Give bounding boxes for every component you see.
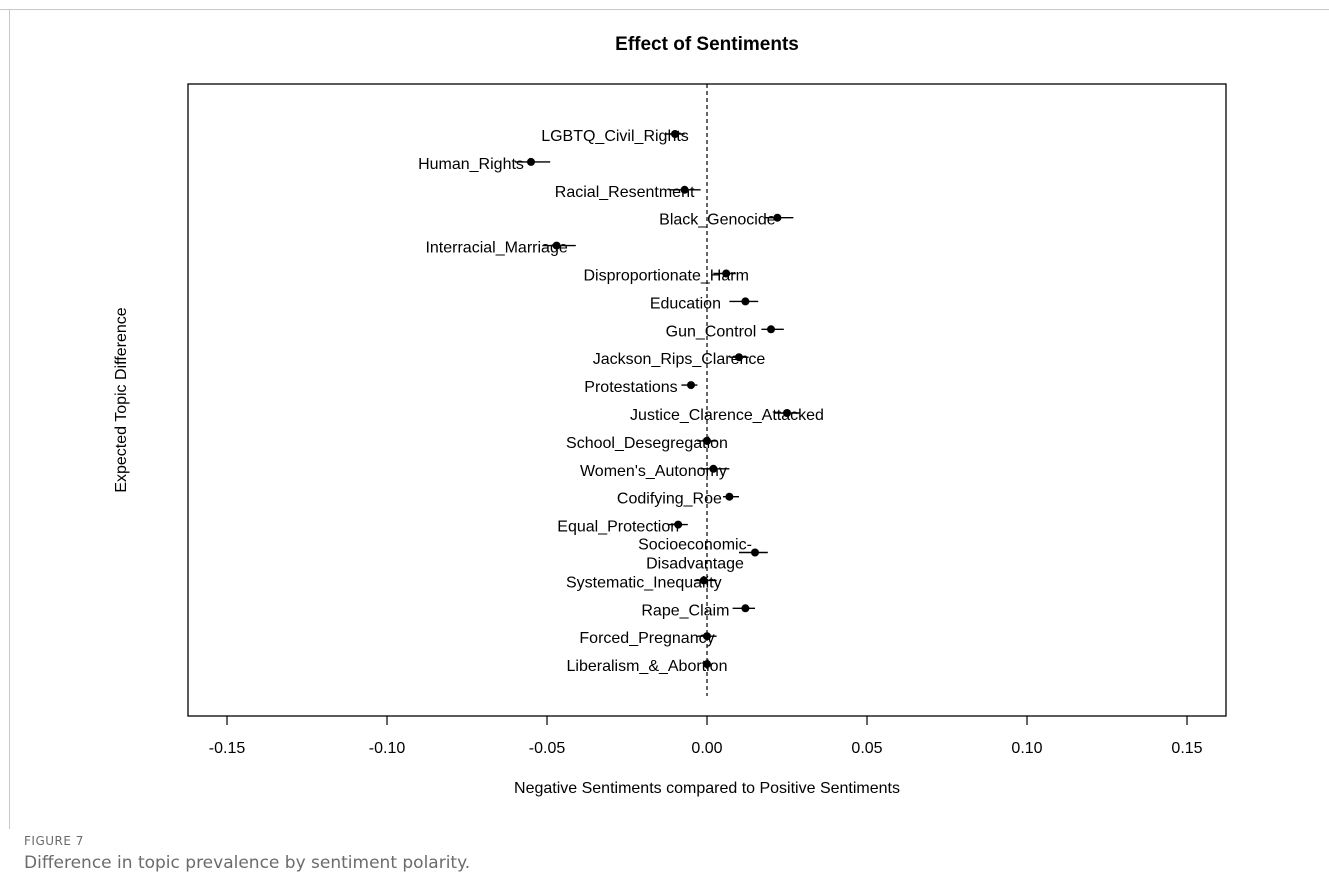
topic-label: Disproportionate_Harm xyxy=(583,268,748,285)
point-estimate xyxy=(680,185,689,194)
topic-label: Rape_Claim xyxy=(641,602,729,619)
point-estimate xyxy=(735,353,743,362)
topic-label: Codifying_Roe xyxy=(617,491,722,508)
y-axis-label: Expected Topic Difference xyxy=(113,307,130,492)
topic-label: Protestations xyxy=(584,379,677,396)
topic-label: Socioeconomic- Disadvantage xyxy=(638,537,752,573)
topic-point-group: Racial_Resentment xyxy=(555,184,701,201)
point-estimate xyxy=(773,213,782,222)
topic-label-line: Disadvantage xyxy=(646,556,744,573)
figure-caption: Difference in topic prevalence by sentim… xyxy=(24,853,471,873)
figure-label: FIGURE 7 xyxy=(24,834,84,848)
topic-point-group: Protestations xyxy=(584,379,698,396)
point-estimate xyxy=(552,241,561,250)
topic-label: Education xyxy=(650,295,721,312)
point-estimate xyxy=(709,464,718,473)
topic-label-line: Socioeconomic- xyxy=(638,537,752,554)
point-estimate xyxy=(703,660,711,669)
topic-point-group: Human_Rights xyxy=(418,156,551,173)
point-estimate xyxy=(699,576,708,585)
x-tick-label: -0.10 xyxy=(369,740,406,757)
topic-point-group: Interracial_Marriage xyxy=(425,240,576,257)
topic-label: Equal_Protection xyxy=(557,519,679,536)
point-estimate xyxy=(751,548,759,557)
x-tick-label: -0.05 xyxy=(529,740,566,757)
topic-label: Women's_Autonomy xyxy=(580,463,727,480)
topic-point-group: Justice_Clarence_Attacked xyxy=(630,407,824,424)
topic-point-group: Equal_Protection xyxy=(557,519,688,536)
topic-label: Racial_Resentment xyxy=(555,184,695,201)
point-estimate xyxy=(741,297,750,306)
topic-label: School_Desegregation xyxy=(566,435,728,452)
topic-point-group: Jackson_Rips_Clarence xyxy=(593,351,766,368)
topic-label: LGBTQ_Civil_Rights xyxy=(541,128,689,145)
topic-label: Gun_Control xyxy=(666,323,757,340)
points-layer: LGBTQ_Civil_Rights Human_Rights Racial_Res… xyxy=(418,128,824,675)
point-estimate xyxy=(703,632,711,641)
topic-label: Jackson_Rips_Clarence xyxy=(593,351,766,368)
topic-point-group: Gun_Control xyxy=(666,323,784,340)
topic-point-group: Disproportionate_Harm xyxy=(583,268,748,285)
topic-label: Interracial_Marriage xyxy=(425,240,567,257)
point-estimate xyxy=(725,492,734,501)
topic-label: Justice_Clarence_Attacked xyxy=(630,407,824,424)
topic-point-group: Education xyxy=(650,295,759,312)
topic-label: Human_Rights xyxy=(418,156,524,173)
topic-point-group: Women's_Autonomy xyxy=(580,463,730,480)
topic-point-group: Liberalism_&_Abortion xyxy=(567,658,728,675)
x-tick-label: 0.05 xyxy=(851,740,882,757)
topic-point-group: Forced_Pregnancy xyxy=(579,630,717,647)
x-tick-label: 0.15 xyxy=(1171,740,1202,757)
point-estimate xyxy=(703,436,711,445)
point-estimate xyxy=(527,157,535,166)
point-estimate xyxy=(767,325,775,334)
topic-label: Forced_Pregnancy xyxy=(579,630,714,647)
topic-point-group: Codifying_Roe xyxy=(617,491,739,508)
point-estimate xyxy=(722,269,731,278)
x-axis-label: Negative Sentiments compared to Positive… xyxy=(514,780,900,797)
chart: Effect of Sentiments -0.15 -0.10 -0.05 0.00… xyxy=(113,34,1227,797)
topic-point-group: Systematic_Inequality xyxy=(566,574,722,591)
figure-top-rule xyxy=(0,9,1329,10)
point-estimate xyxy=(671,130,679,138)
point-estimate xyxy=(741,604,750,613)
topic-point-group: School_Desegregation xyxy=(566,435,728,452)
figure-left-rule xyxy=(9,9,10,829)
point-estimate xyxy=(687,381,695,390)
x-tick-label: 0.10 xyxy=(1011,740,1042,757)
topic-label: Black_Genocide xyxy=(659,212,776,229)
topic-point-group: Socioeconomic- Disadvantage xyxy=(638,537,768,573)
x-tick-label: 0.00 xyxy=(691,740,722,757)
topic-point-group: Rape_Claim xyxy=(641,602,755,619)
chart-title: Effect of Sentiments xyxy=(615,34,799,55)
x-tick-label: -0.15 xyxy=(209,740,246,757)
point-estimate xyxy=(674,520,683,529)
topic-point-group: Black_Genocide xyxy=(659,212,794,229)
topic-label: Systematic_Inequality xyxy=(566,574,722,591)
topic-point-group: LGBTQ_Civil_Rights xyxy=(541,128,689,145)
point-estimate xyxy=(783,409,791,417)
x-axis: -0.15 -0.10 -0.05 0.00 0.05 0.10 0.15 xyxy=(209,716,1203,757)
topic-label: Liberalism_&_Abortion xyxy=(567,658,728,675)
